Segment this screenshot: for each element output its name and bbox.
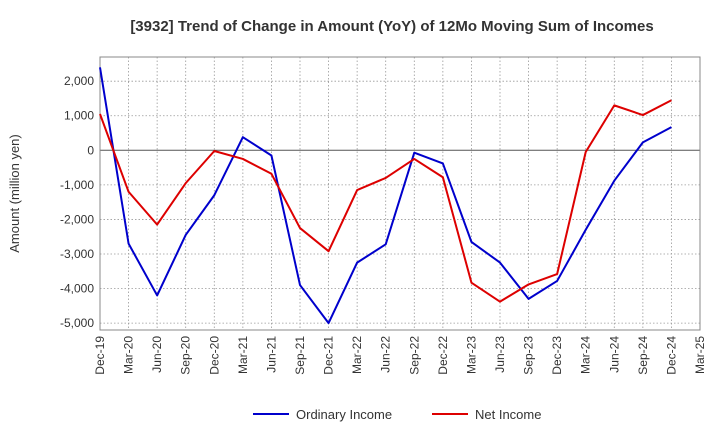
x-tick-label: Sep-23	[522, 336, 536, 375]
x-tick-label: Mar-24	[579, 336, 593, 374]
y-tick-label: 0	[87, 143, 94, 157]
x-tick-label: Mar-23	[464, 336, 478, 374]
y-tick-label: -4,000	[60, 282, 94, 296]
x-tick-label: Dec-24	[664, 336, 678, 375]
x-tick-label: Jun-23	[493, 336, 507, 373]
grid	[99, 57, 701, 330]
y-tick-label: -3,000	[60, 247, 94, 261]
legend: Ordinary Income Net Income	[253, 407, 541, 422]
x-tick-label: Dec-19	[93, 336, 107, 375]
y-tick-label: 1,000	[64, 109, 94, 123]
axes: 2,000 1,000 0 -1,000 -2,000 -3,000 -4,000 -5,00…	[60, 56, 707, 375]
y-tick-label: -2,000	[60, 212, 94, 226]
x-tick-label: Mar-25	[693, 336, 707, 374]
chart-title: [3932] Trend of Change in Amount (YoY) o…	[130, 18, 653, 35]
x-tick-label: Dec-21	[322, 336, 336, 375]
series-line-net-income	[99, 99, 672, 303]
x-tick-label: Sep-22	[407, 336, 421, 375]
x-tick-label: Dec-23	[550, 336, 564, 375]
y-tick-label: -5,000	[60, 316, 94, 330]
y-tick-label: 2,000	[64, 74, 94, 88]
x-tick-label: Sep-21	[293, 336, 307, 375]
series-line-ordinary-income	[99, 67, 672, 325]
y-axis-label: Amount (million yen)	[7, 134, 22, 253]
x-tick-label: Mar-20	[122, 336, 136, 374]
x-tick-label: Jun-22	[379, 336, 393, 373]
x-tick-label: Mar-22	[350, 336, 364, 374]
x-tick-label: Dec-22	[436, 336, 450, 375]
x-tick-label: Jun-21	[264, 336, 278, 373]
legend-label-net-income: Net Income	[475, 407, 541, 422]
plot-frame	[99, 56, 701, 331]
x-tick-label: Jun-20	[150, 336, 164, 373]
x-tick-label: Mar-21	[236, 336, 250, 374]
y-tick-label: -1,000	[60, 178, 94, 192]
x-tick-label: Sep-24	[636, 336, 650, 375]
legend-label-ordinary-income: Ordinary Income	[296, 407, 392, 422]
x-tick-label: Sep-20	[179, 336, 193, 375]
x-tick-label: Dec-20	[207, 336, 221, 375]
x-tick-label: Jun-24	[607, 336, 621, 373]
series	[99, 67, 672, 325]
